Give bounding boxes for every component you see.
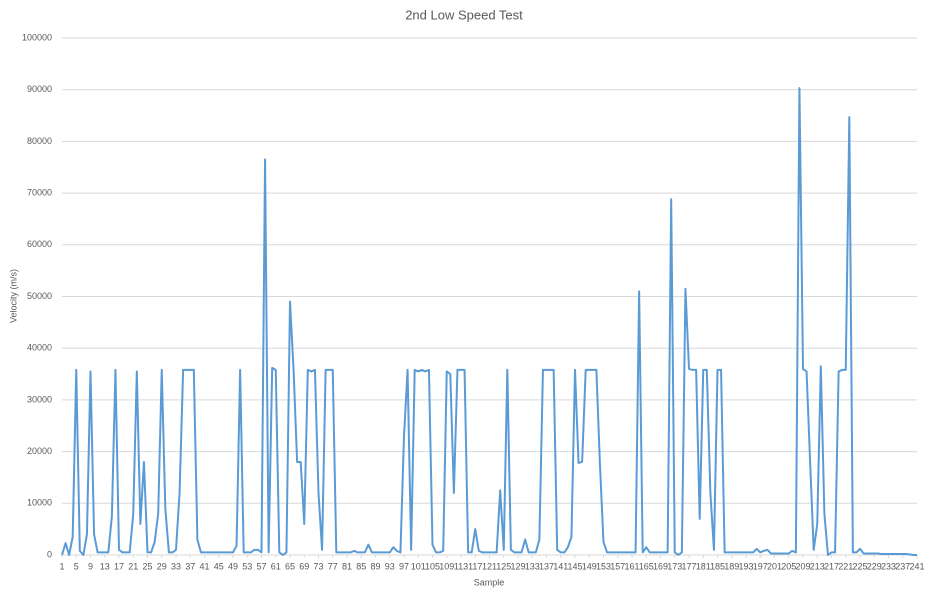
x-tick-label: 1	[59, 561, 64, 571]
x-tick-label: 133	[525, 561, 540, 571]
x-tick-label: 65	[285, 561, 295, 571]
x-tick-label: 13	[100, 561, 110, 571]
x-tick-label: 49	[228, 561, 238, 571]
y-tick-label: 80000	[27, 136, 52, 146]
x-tick-label: 73	[313, 561, 323, 571]
x-tick-label: 121	[482, 561, 497, 571]
y-tick-label: 40000	[27, 343, 52, 353]
x-tick-label: 237	[895, 561, 910, 571]
x-tick-label: 189	[724, 561, 739, 571]
x-tick-label: 229	[867, 561, 882, 571]
x-tick-label: 157	[610, 561, 625, 571]
x-tick-label: 105	[425, 561, 440, 571]
data-line	[61, 87, 917, 556]
x-tick-label: 205	[781, 561, 796, 571]
x-tick-label: 9	[88, 561, 93, 571]
x-tick-label: 21	[128, 561, 138, 571]
y-tick-label: 30000	[27, 394, 52, 404]
x-tick-label: 213	[810, 561, 825, 571]
x-tick-label: 241	[909, 561, 924, 571]
x-tick-label: 201	[767, 561, 782, 571]
y-tick-label: 10000	[27, 498, 52, 508]
y-tick-label: 60000	[27, 239, 52, 249]
x-tick-label: 45	[214, 561, 224, 571]
x-tick-label: 85	[356, 561, 366, 571]
y-tick-label: 100000	[22, 32, 52, 42]
x-tick-label: 193	[738, 561, 753, 571]
x-tick-label: 57	[256, 561, 266, 571]
x-tick-label: 77	[328, 561, 338, 571]
x-tick-label: 173	[667, 561, 682, 571]
x-tick-label: 113	[454, 561, 468, 571]
x-tick-label: 117	[468, 561, 482, 571]
x-tick-label: 53	[242, 561, 252, 571]
x-tick-label: 209	[795, 561, 810, 571]
x-tick-label: 93	[385, 561, 395, 571]
x-tick-label: 89	[370, 561, 380, 571]
x-tick-label: 161	[624, 561, 639, 571]
y-tick-label: 20000	[27, 446, 52, 456]
y-tick-label: 50000	[27, 291, 52, 301]
x-tick-label: 125	[496, 561, 511, 571]
x-tick-label: 181	[696, 561, 711, 571]
x-tick-label: 129	[510, 561, 525, 571]
x-tick-label: 41	[199, 561, 209, 571]
chart-title: 2nd Low Speed Test	[405, 7, 523, 22]
x-tick-label: 37	[185, 561, 195, 571]
x-tick-label: 29	[157, 561, 167, 571]
x-tick-label: 145	[567, 561, 582, 571]
x-tick-label: 17	[114, 561, 124, 571]
x-tick-label: 185	[710, 561, 725, 571]
x-tick-label: 69	[299, 561, 309, 571]
x-tick-label: 25	[142, 561, 152, 571]
x-axis-label: Sample	[474, 577, 505, 587]
x-tick-label: 153	[596, 561, 611, 571]
y-tick-label: 90000	[27, 84, 52, 94]
y-tick-label: 70000	[27, 187, 52, 197]
y-tick-label: 0	[47, 549, 52, 559]
x-tick-label: 197	[753, 561, 768, 571]
x-tick-label: 81	[342, 561, 352, 571]
x-tick-label: 109	[439, 561, 454, 571]
y-axis-label: Velocity (m/s)	[8, 269, 18, 323]
x-tick-label: 5	[74, 561, 79, 571]
x-tick-label: 101	[411, 561, 426, 571]
x-tick-label: 137	[539, 561, 554, 571]
x-tick-label: 225	[852, 561, 867, 571]
x-tick-label: 217	[824, 561, 839, 571]
x-tick-label: 165	[639, 561, 654, 571]
x-tick-label: 221	[838, 561, 853, 571]
x-tick-label: 97	[399, 561, 409, 571]
x-tick-label: 177	[681, 561, 696, 571]
x-tick-label: 169	[653, 561, 668, 571]
x-tick-label: 141	[553, 561, 568, 571]
x-tick-label: 149	[582, 561, 597, 571]
x-tick-label: 233	[881, 561, 896, 571]
x-tick-label: 61	[271, 561, 281, 571]
x-tick-label: 33	[171, 561, 181, 571]
